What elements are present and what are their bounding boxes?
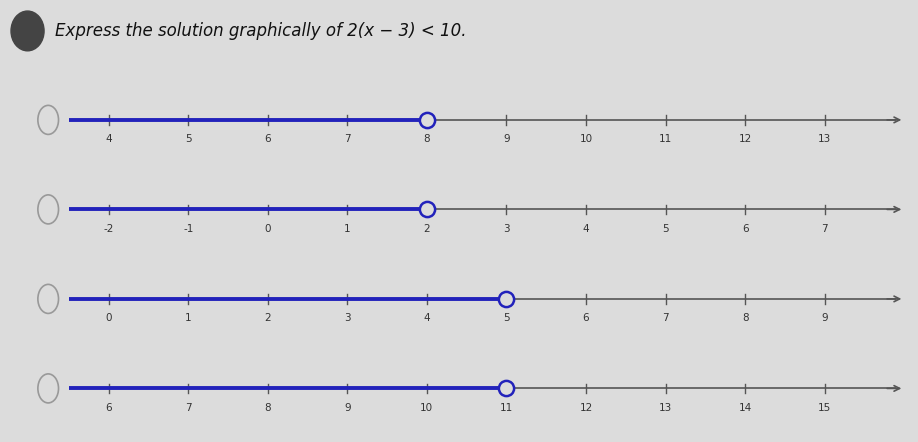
Text: 6: 6: [583, 313, 589, 323]
Text: 13: 13: [659, 403, 672, 412]
Point: [499, 385, 514, 392]
Text: 9: 9: [344, 403, 351, 412]
Point: [499, 295, 514, 302]
Text: 3: 3: [344, 313, 351, 323]
Text: 0: 0: [106, 313, 112, 323]
Text: 7: 7: [662, 313, 669, 323]
Text: 10: 10: [420, 403, 433, 412]
Text: -2: -2: [104, 224, 114, 233]
Text: -1: -1: [183, 224, 194, 233]
Text: 5: 5: [185, 134, 192, 144]
Text: 3: 3: [503, 224, 509, 233]
Text: 2: 2: [423, 224, 431, 233]
Point: [420, 206, 434, 213]
Text: 6: 6: [106, 403, 112, 412]
Text: Express the solution graphically of 2(x − 3) < 10.: Express the solution graphically of 2(x …: [55, 22, 466, 40]
Text: 9: 9: [503, 134, 509, 144]
Text: 6: 6: [742, 224, 748, 233]
Text: 2: 2: [264, 313, 271, 323]
Text: 11: 11: [499, 403, 513, 412]
Text: 6: 6: [264, 134, 271, 144]
Text: 0: 0: [264, 224, 271, 233]
Circle shape: [11, 11, 44, 51]
Text: 8: 8: [742, 313, 748, 323]
Text: 15: 15: [818, 403, 832, 412]
Text: 5: 5: [662, 224, 669, 233]
Text: 4: 4: [106, 134, 112, 144]
Text: 9: 9: [822, 313, 828, 323]
Text: 12: 12: [738, 134, 752, 144]
Text: 11: 11: [659, 134, 672, 144]
Text: 7: 7: [822, 224, 828, 233]
Text: 13: 13: [818, 134, 832, 144]
Text: 1: 1: [344, 224, 351, 233]
Text: 7: 7: [344, 134, 351, 144]
Text: 8: 8: [423, 134, 431, 144]
Text: 1: 1: [185, 313, 192, 323]
Text: 4: 4: [423, 313, 431, 323]
Text: 10: 10: [579, 134, 592, 144]
Text: 4: 4: [583, 224, 589, 233]
Text: 14: 14: [738, 403, 752, 412]
Text: 7: 7: [185, 403, 192, 412]
Text: 5: 5: [503, 313, 509, 323]
Text: 8: 8: [264, 403, 271, 412]
Point: [420, 116, 434, 123]
Text: 12: 12: [579, 403, 593, 412]
